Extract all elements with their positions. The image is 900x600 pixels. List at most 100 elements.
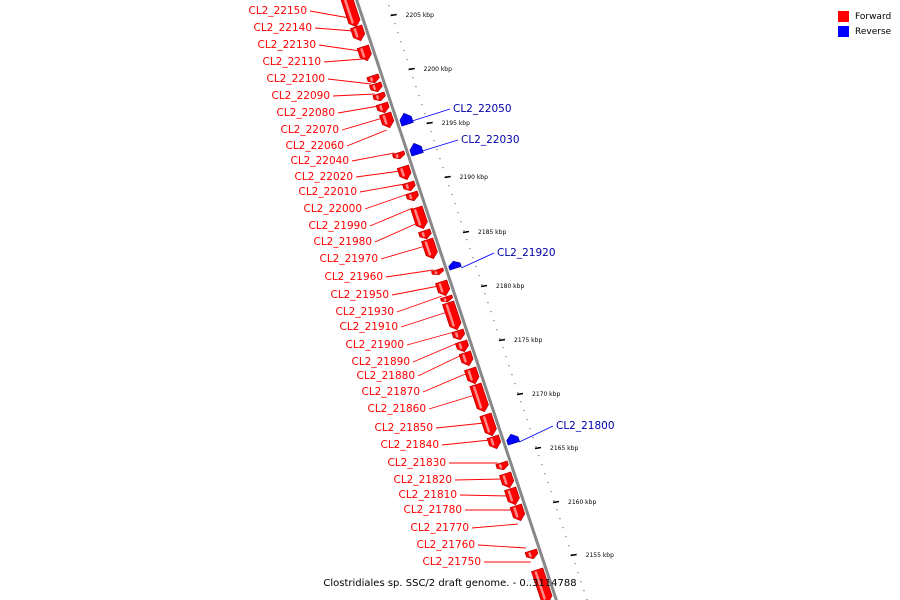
forward-gene-label: CL2_22060 — [285, 140, 344, 152]
tick-dot — [442, 167, 444, 169]
tick-dot — [466, 239, 468, 241]
forward-gene-label: CL2_21820 — [393, 474, 452, 486]
forward-gene-highlight — [375, 95, 380, 100]
tick-dot — [412, 77, 414, 79]
leader-line — [471, 523, 519, 529]
tick-dot — [388, 5, 390, 7]
forward-gene-highlight — [513, 507, 519, 518]
tick-dot — [478, 275, 480, 277]
leader-line — [441, 439, 491, 446]
forward-gene-feature — [504, 486, 520, 506]
tick-dot — [517, 392, 519, 394]
leader-line — [364, 193, 409, 210]
leader-line — [351, 152, 395, 162]
forward-gene-label: CL2_21750 — [422, 556, 481, 568]
forward-gene-label: CL2_21950 — [330, 289, 389, 301]
tick-dot — [538, 455, 540, 457]
reverse-gene-label: CL2_22030 — [461, 134, 520, 146]
forward-gene-feature — [392, 150, 406, 160]
tick-dot — [451, 194, 453, 196]
leader-line — [477, 544, 527, 549]
forward-gene-feature — [366, 73, 380, 84]
tick-dot — [520, 401, 522, 403]
tick-mark — [462, 230, 470, 234]
forward-gene-label: CL2_21830 — [387, 457, 446, 469]
tick-dot — [421, 104, 423, 106]
leader-line — [374, 222, 418, 243]
tick-label: 2195 kbp — [442, 120, 470, 127]
tick-dot — [544, 473, 546, 475]
tick-labels: 2205 kbp 2200 kbp 2195 kbp 2190 kbp 2185 kbp… — [406, 12, 614, 559]
forward-gene-label: CL2_21840 — [380, 439, 439, 451]
tick-dot — [457, 212, 459, 214]
forward-gene-label: CL2_21760 — [416, 539, 475, 551]
reverse-gene-feature — [409, 142, 424, 157]
tick-dot — [436, 149, 438, 151]
leader-line — [359, 183, 405, 193]
tick-dot — [565, 536, 567, 538]
tick-dot — [508, 365, 510, 367]
tick-dot — [502, 347, 504, 349]
leader-line — [400, 311, 448, 328]
forward-gene-highlight — [413, 209, 422, 226]
leader-line — [327, 78, 372, 85]
tick-dot — [472, 257, 474, 259]
forward-gene-label: CL2_21970 — [319, 253, 378, 265]
tick-dot — [559, 518, 561, 520]
tick-dot — [403, 50, 405, 52]
forward-gene-feature — [440, 294, 454, 303]
tick-mark — [498, 338, 506, 342]
forward-gene-feature — [418, 228, 432, 240]
forward-gene-highlight — [482, 416, 491, 433]
forward-gene-label: CL2_22000 — [303, 203, 362, 215]
leader-line — [459, 494, 509, 497]
forward-gene-highlight — [462, 354, 467, 363]
tick-label: 2175 kbp — [514, 337, 542, 344]
forward-gene-highlight — [458, 343, 463, 350]
tick-dot — [511, 374, 513, 376]
leader-line — [314, 27, 354, 32]
forward-leader-lines — [309, 10, 531, 563]
reverse-gene-labels: CL2_22050 CL2_22030 CL2_21920 CL2_21800 — [453, 103, 615, 432]
tick-mark — [390, 13, 397, 17]
tick-dot — [550, 491, 552, 493]
forward-gene-label: CL2_22110 — [262, 56, 321, 68]
forward-gene-highlight — [502, 475, 508, 485]
tick-dot — [493, 320, 495, 322]
forward-gene-feature — [369, 81, 383, 93]
forward-gene-label: CL2_22100 — [266, 73, 325, 85]
tick-dot — [532, 437, 534, 439]
forward-gene-highlight — [343, 0, 354, 24]
tick-label: 2180 kbp — [496, 283, 524, 290]
tick-dot — [415, 86, 417, 88]
forward-gene-label: CL2_22010 — [298, 186, 357, 198]
leader-line — [380, 245, 426, 260]
tick-dot — [487, 302, 489, 304]
leader-line — [428, 394, 476, 410]
reverse-gene-feature — [399, 112, 414, 127]
tick-dot — [556, 509, 558, 511]
forward-gene-highlight — [405, 184, 409, 190]
forward-gene-feature — [431, 267, 445, 276]
tick-dot — [577, 572, 579, 574]
forward-gene-feature — [405, 190, 419, 202]
tick-dot — [430, 131, 432, 133]
forward-gene-labels: CL2_22150 CL2_22140 CL2_22130 CL2_22110 CL2_… — [248, 5, 481, 568]
forward-gene-label: CL2_21960 — [324, 271, 383, 283]
leader-line — [461, 252, 495, 269]
tick-dot — [406, 59, 408, 61]
tick-dot — [535, 446, 537, 448]
tick-mark — [534, 446, 542, 450]
tick-dot — [475, 266, 477, 268]
leader-line — [332, 93, 375, 97]
forward-gene-feature — [372, 91, 386, 102]
map-caption: Clostridiales sp. SSC/2 draft genome. - … — [323, 578, 577, 589]
tick-mark — [552, 500, 560, 504]
leader-line — [422, 139, 459, 152]
reverse-gene-feature — [448, 260, 462, 271]
forward-gene-highlight — [400, 168, 405, 177]
forward-gene-feature — [509, 503, 526, 522]
leader-line — [454, 478, 504, 481]
forward-gene-feature — [499, 471, 515, 489]
reverse-gene-feature — [506, 433, 520, 446]
